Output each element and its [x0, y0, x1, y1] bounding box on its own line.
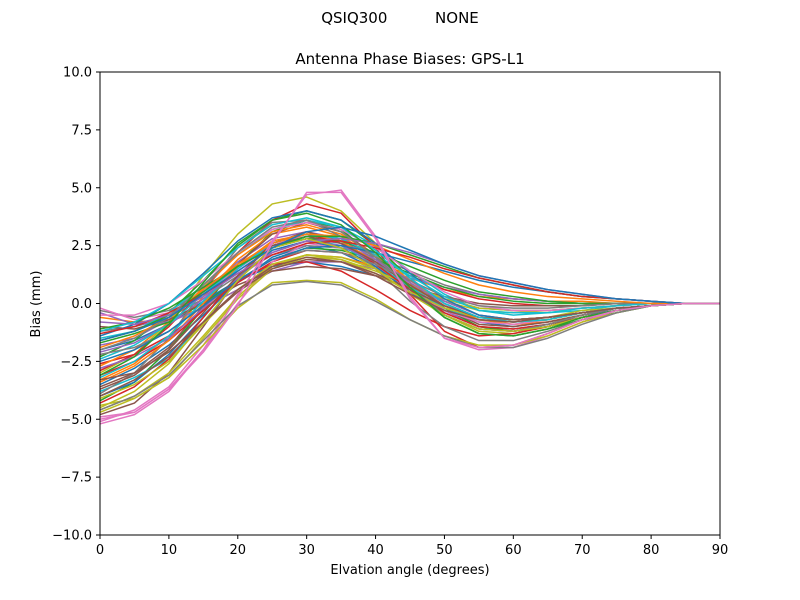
- series-line-54: [100, 256, 720, 397]
- x-axis-label: Elvation angle (degrees): [330, 563, 489, 578]
- series-line-40: [100, 233, 720, 379]
- x-tick-label: 60: [505, 543, 522, 558]
- y-tick-label: −10.0: [52, 529, 92, 544]
- series-line-55: [100, 280, 720, 411]
- y-axis: −10.0 −7.5 −5.0 −2.5 0.0 2.5 5.0 7.5 10.0: [52, 66, 100, 544]
- y-tick-label: 0.0: [71, 297, 92, 312]
- y-tick-label: 2.5: [71, 239, 92, 254]
- y-tick-label: 7.5: [71, 123, 92, 138]
- x-tick-label: 70: [574, 543, 591, 558]
- series-line-42: [100, 233, 720, 349]
- y-tick-label: −5.0: [60, 413, 92, 428]
- x-tick-label: 40: [367, 543, 384, 558]
- y-tick-label: −7.5: [60, 471, 92, 486]
- x-tick-label: 30: [298, 543, 315, 558]
- x-tick-label: 0: [96, 543, 104, 558]
- y-tick-label: 10.0: [63, 66, 92, 81]
- x-tick-label: 80: [643, 543, 660, 558]
- figure-suptitle: QSIQ300 NONE: [321, 9, 479, 27]
- series-line-56: [100, 191, 720, 421]
- x-tick-label: 90: [712, 543, 729, 558]
- series-layer: [100, 189, 720, 425]
- y-axis-label: Bias (mm): [29, 271, 44, 338]
- x-tick-label: 20: [230, 543, 247, 558]
- x-tick-label: 50: [436, 543, 453, 558]
- x-tick-label: 10: [161, 543, 178, 558]
- x-axis: 0 10 20 30 40 50 60 70 80 90: [96, 535, 728, 558]
- chart-title: Antenna Phase Biases: GPS-L1: [295, 50, 524, 68]
- y-tick-label: 5.0: [71, 181, 92, 196]
- series-line-52: [100, 226, 720, 342]
- y-tick-label: −2.5: [60, 355, 92, 370]
